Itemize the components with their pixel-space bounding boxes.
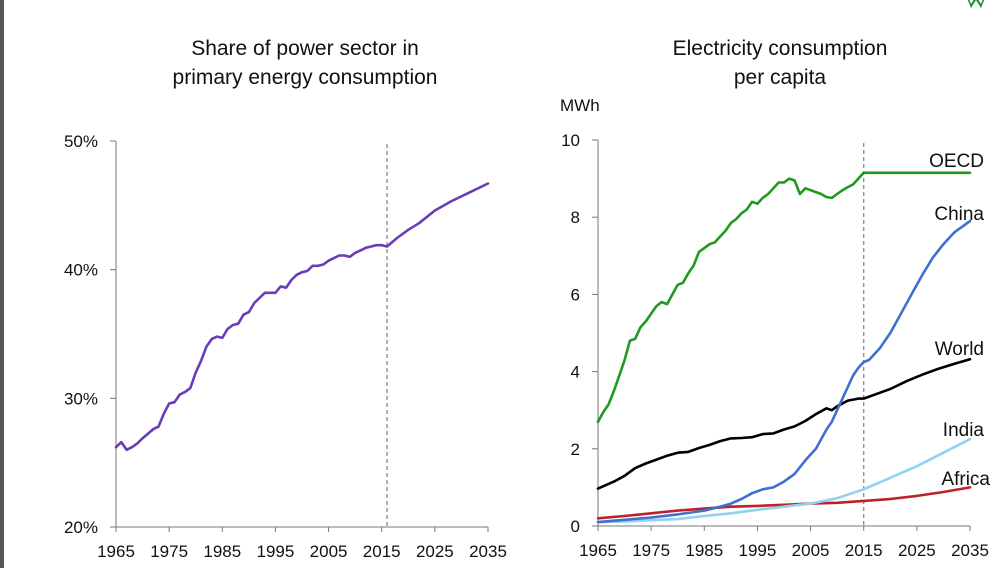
y-tick-label: 2 <box>571 440 580 459</box>
y-tick-label: 20% <box>64 518 98 537</box>
x-tick-label: 2025 <box>898 541 936 560</box>
y-tick-label: 6 <box>571 285 580 304</box>
x-tick-label: 1985 <box>685 541 723 560</box>
y-tick-label: 4 <box>571 363 580 382</box>
x-tick-label: 2015 <box>363 542 401 561</box>
x-tick-label: 1995 <box>739 541 777 560</box>
series-line-africa <box>596 486 972 520</box>
y-tick-label: 8 <box>571 208 580 227</box>
x-tick-label: 1975 <box>150 542 188 561</box>
y-tick-label: 40% <box>64 261 98 280</box>
series-line-india <box>596 437 972 524</box>
series-label-china: China <box>934 204 984 225</box>
y-axis-label: MWh <box>560 96 600 115</box>
series-label-india: India <box>943 420 985 441</box>
chart-title-line: per capita <box>734 66 827 89</box>
logo-icon <box>967 0 985 8</box>
window-edge <box>0 0 4 568</box>
x-tick-label: 2035 <box>469 542 507 561</box>
chart-2: Electricity consumption per capita MWh 0 2 4 6… <box>560 37 990 560</box>
y-tick-label: 10 <box>561 131 580 150</box>
x-tick-label: 2025 <box>416 542 454 561</box>
series-label-world: World <box>935 339 984 360</box>
chart-title-line: Share of power sector in <box>191 37 419 60</box>
y-tick-label: 0 <box>571 517 580 536</box>
x-tick-label: 2005 <box>792 541 830 560</box>
y-tick-label: 30% <box>64 389 98 408</box>
x-tick-label: 2015 <box>845 541 883 560</box>
x-tick-label: 2005 <box>310 542 348 561</box>
series-line-world <box>596 357 972 490</box>
y-tick-label: 50% <box>64 132 98 151</box>
chart-title-line: primary energy consumption <box>173 66 438 89</box>
chart-1: Share of power sector in primary energy c… <box>64 37 507 561</box>
series-label-oecd: OECD <box>929 151 984 172</box>
x-tick-label: 1965 <box>579 541 617 560</box>
series-line-china <box>596 219 972 524</box>
x-tick-label: 1995 <box>257 542 295 561</box>
series-line-oecd <box>596 171 972 424</box>
series-label-africa: Africa <box>941 469 990 490</box>
x-tick-label: 1975 <box>632 541 670 560</box>
x-tick-label: 1985 <box>203 542 241 561</box>
x-tick-label: 1965 <box>97 542 135 561</box>
chart-title-line: Electricity consumption <box>673 37 888 60</box>
series-line <box>114 182 490 452</box>
x-tick-label: 2035 <box>951 541 989 560</box>
